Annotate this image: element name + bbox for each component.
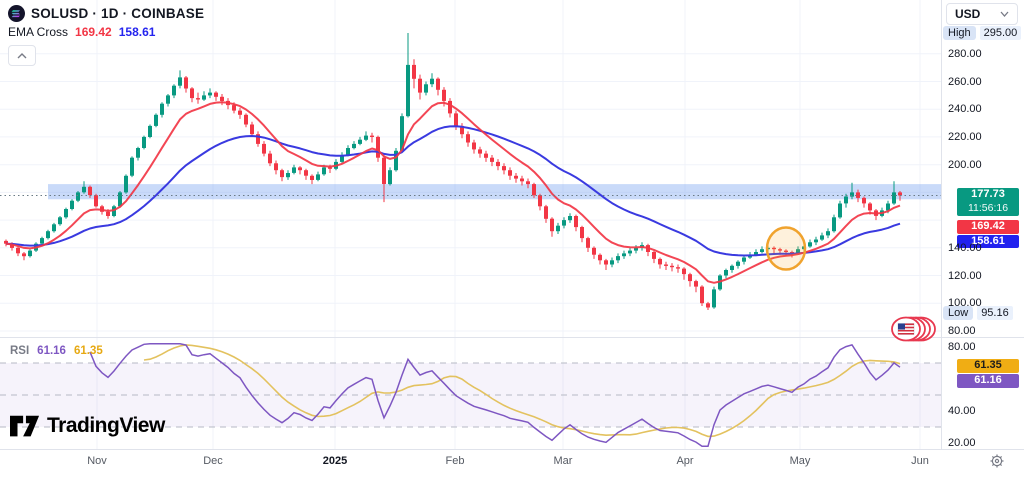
ema-slow-line[interactable] <box>5 125 901 257</box>
pane-separator[interactable] <box>0 337 1024 338</box>
rsi-tick: 20.00 <box>948 437 976 449</box>
us-flag-sticker[interactable] <box>886 314 938 344</box>
tradingview-logo-icon <box>10 415 40 437</box>
indicator-name: EMA Cross <box>8 25 69 39</box>
rsi-value: 61.16 <box>37 345 66 357</box>
price-tick: 280.00 <box>948 48 982 60</box>
ema-fast-badge-value: 169.42 <box>971 220 1005 232</box>
price-tick: 200.00 <box>948 159 982 171</box>
ema-slow-legend-value: 158.61 <box>118 25 156 39</box>
currency-selector[interactable]: USD <box>946 3 1018 25</box>
high-price-row: High 295.00 <box>943 26 1022 40</box>
solana-logo-icon <box>8 5 25 22</box>
low-chip: Low <box>943 306 974 320</box>
time-axis-label: Apr <box>676 455 694 467</box>
currency-value: USD <box>955 7 981 21</box>
time-axis-separator <box>0 449 1024 450</box>
last-price-value: 177.73 <box>971 188 1005 200</box>
price-axis-border <box>941 0 942 477</box>
time-axis[interactable]: Nov Dec 2025 Feb Mar Apr May Jun <box>0 450 1024 477</box>
ema-cross-legend[interactable]: EMA Cross 169.42 158.61 <box>8 25 155 39</box>
price-tick: 240.00 <box>948 103 982 115</box>
time-axis-label: 2025 <box>322 455 348 467</box>
high-value: 295.00 <box>979 26 1022 40</box>
time-axis-label: Dec <box>203 455 223 467</box>
rsi-badge-value: 61.16 <box>974 374 1002 386</box>
rsi-ma-value: 61.35 <box>73 345 103 357</box>
time-axis-label: Feb <box>445 455 465 467</box>
tradingview-watermark[interactable]: TradingView <box>10 414 165 438</box>
ema-fast-badge: 169.42 <box>957 220 1019 234</box>
price-tick: 100.00 <box>948 297 982 309</box>
rsi-tick: 40.00 <box>948 405 976 417</box>
price-tick: 120.00 <box>948 270 982 282</box>
rsi-label: RSI <box>10 345 30 357</box>
brand-name: TradingView <box>47 414 165 437</box>
chevron-down-icon <box>1000 11 1009 17</box>
ema-fast-legend-value: 169.42 <box>75 25 112 39</box>
bar-countdown: 11:56:16 <box>967 201 1009 214</box>
rsi-ma-line[interactable] <box>143 344 901 438</box>
rsi-ma-badge: 61.35 <box>957 359 1019 373</box>
symbol-title[interactable]: SOLUSD · 1D · COINBASE <box>31 6 205 21</box>
collapse-indicators-button[interactable] <box>8 45 36 66</box>
time-axis-label: Mar <box>553 455 573 467</box>
rsi-ma-badge-value: 61.35 <box>974 359 1002 371</box>
rsi-line[interactable] <box>89 343 901 447</box>
time-axis-label: May <box>789 455 811 467</box>
candles-series <box>4 33 902 310</box>
chevron-up-icon <box>17 52 27 58</box>
resistance-zone-band <box>48 184 941 200</box>
ema-fast-line[interactable] <box>5 101 901 284</box>
us-flag-icon <box>897 323 915 335</box>
rsi-tick: 80.00 <box>948 341 976 353</box>
rsi-legend[interactable]: RSI 61.16 61.35 <box>10 345 103 357</box>
time-axis-label: Nov <box>87 455 107 467</box>
rsi-badge: 61.16 <box>957 374 1019 388</box>
price-tick: 140.00 <box>948 242 982 254</box>
price-tick: 220.00 <box>948 131 982 143</box>
symbol-legend[interactable]: SOLUSD · 1D · COINBASE <box>8 5 204 22</box>
low-value: 95.16 <box>977 306 1013 320</box>
price-tick: 260.00 <box>948 76 982 88</box>
price-tick: 80.00 <box>948 325 976 337</box>
time-axis-label: Jun <box>911 455 929 467</box>
ema-slow-badge-value: 158.61 <box>971 234 1005 247</box>
high-chip: High <box>943 26 976 40</box>
ema-cross-highlight-circle[interactable] <box>765 226 807 271</box>
last-price-badge: 177.73 11:56:16 <box>957 188 1019 216</box>
ema-slow-badge: 158.61 <box>957 234 1019 248</box>
time-axis-settings-gear-icon[interactable] <box>989 453 1005 469</box>
low-price-row: Low 95.16 <box>943 306 1013 320</box>
